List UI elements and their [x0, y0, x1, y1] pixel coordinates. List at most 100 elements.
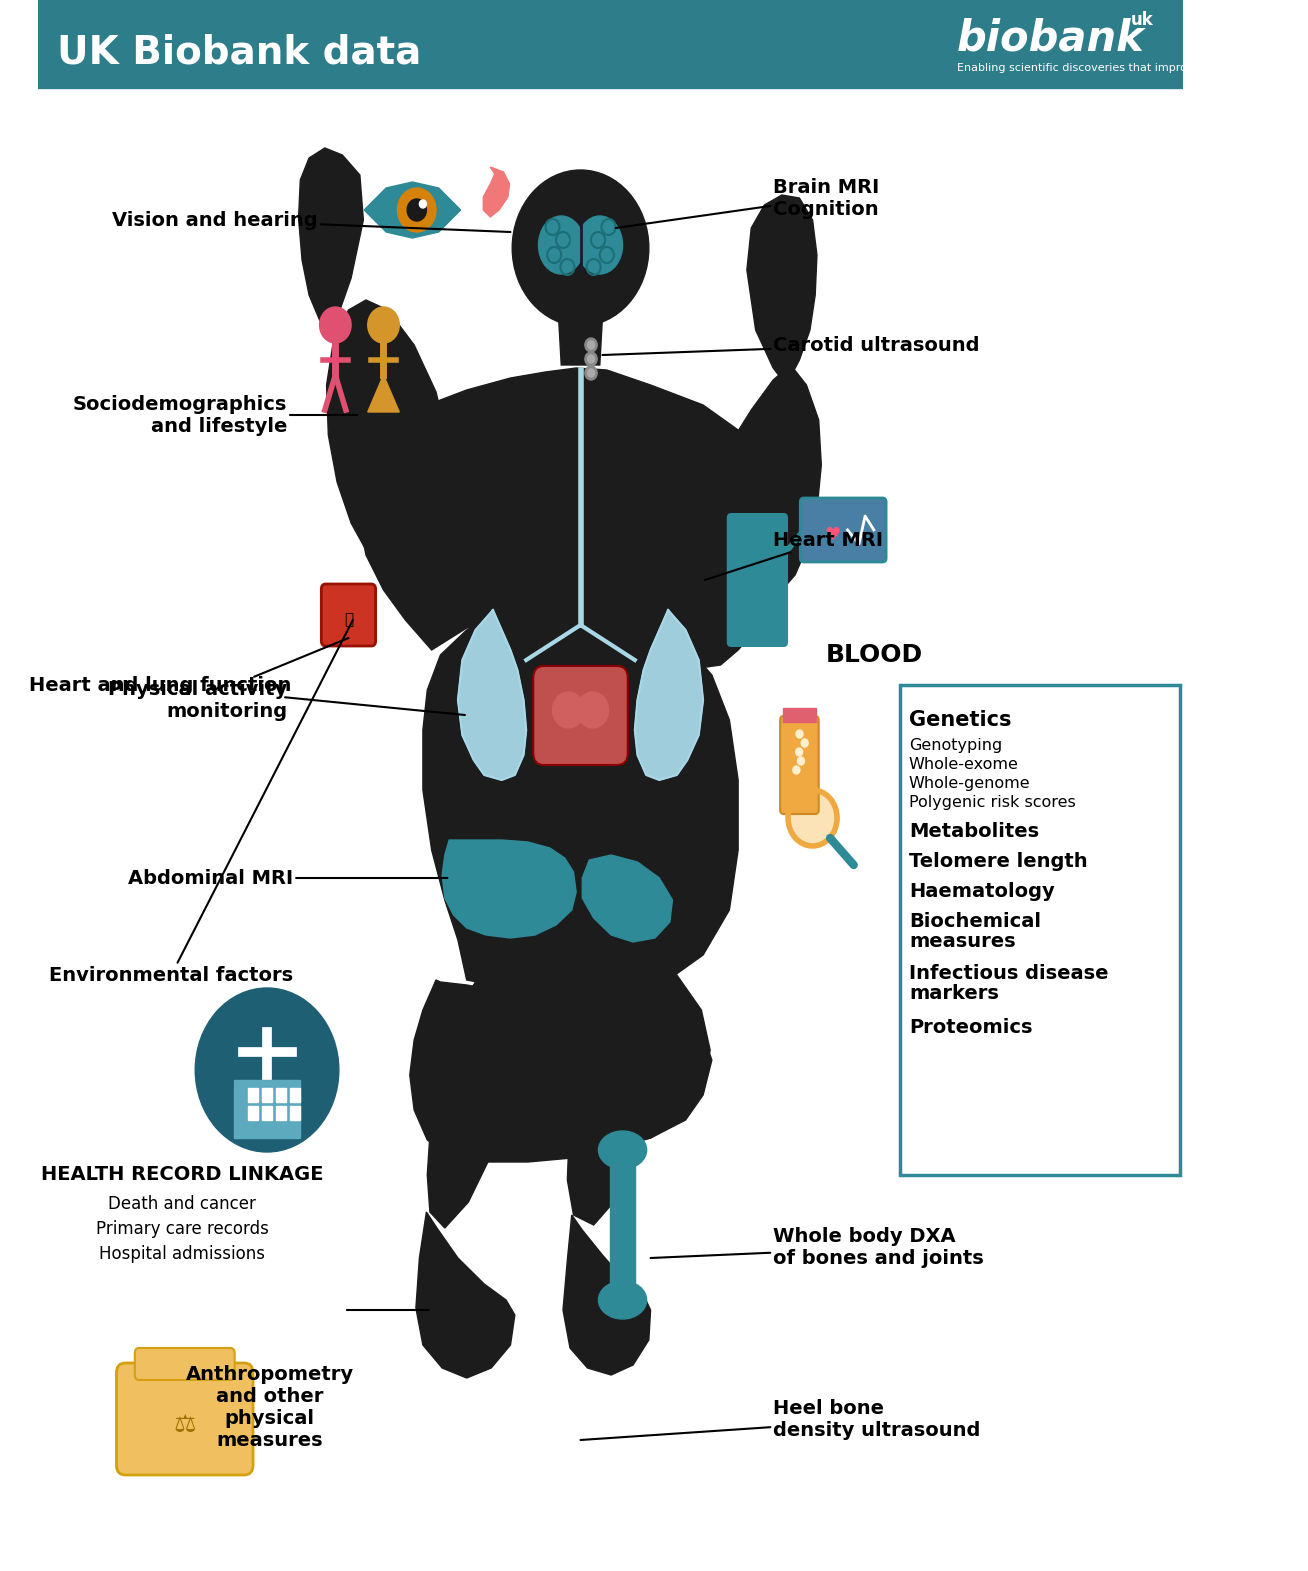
Circle shape: [577, 691, 608, 727]
Ellipse shape: [599, 1131, 646, 1169]
FancyBboxPatch shape: [780, 716, 819, 814]
Polygon shape: [409, 980, 712, 1163]
Polygon shape: [364, 182, 460, 237]
Circle shape: [799, 757, 806, 765]
Bar: [247, 1106, 258, 1120]
Circle shape: [319, 306, 351, 342]
Text: HEALTH RECORD LINKAGE: HEALTH RECORD LINKAGE: [41, 1166, 323, 1185]
Circle shape: [585, 352, 598, 366]
Text: Enabling scientific discoveries that improve human health: Enabling scientific discoveries that imp…: [957, 63, 1282, 72]
Bar: [38, 0, 1182, 88]
Bar: [611, 1159, 634, 1299]
Bar: [262, 1106, 272, 1120]
Text: UK Biobank data: UK Biobank data: [56, 33, 421, 71]
Text: Whole-exome: Whole-exome: [909, 757, 1019, 771]
Polygon shape: [582, 855, 672, 943]
Polygon shape: [570, 960, 710, 1155]
Circle shape: [795, 738, 802, 746]
Text: Whole-genome: Whole-genome: [909, 776, 1031, 792]
Bar: [290, 1089, 301, 1101]
Bar: [290, 1106, 301, 1120]
FancyBboxPatch shape: [135, 1348, 234, 1379]
Circle shape: [407, 200, 426, 222]
FancyBboxPatch shape: [322, 584, 375, 646]
Circle shape: [513, 170, 649, 327]
Polygon shape: [634, 610, 704, 779]
Bar: [276, 1089, 286, 1101]
Text: Whole body DXA
of bones and joints: Whole body DXA of bones and joints: [650, 1227, 984, 1268]
Circle shape: [368, 306, 399, 342]
Text: Abdominal MRI: Abdominal MRI: [128, 869, 447, 888]
Text: Heart MRI: Heart MRI: [705, 531, 883, 580]
Text: Heart and lung function: Heart and lung function: [29, 676, 464, 715]
Bar: [247, 1089, 258, 1101]
Text: markers: markers: [909, 983, 999, 1002]
FancyBboxPatch shape: [534, 666, 628, 765]
Text: biobank: biobank: [957, 17, 1144, 60]
Text: Death and cancer: Death and cancer: [109, 1196, 256, 1213]
Circle shape: [800, 767, 807, 775]
FancyBboxPatch shape: [727, 514, 787, 647]
Text: Metabolites: Metabolites: [909, 822, 1039, 840]
Circle shape: [552, 691, 583, 727]
Text: Biochemical: Biochemical: [909, 913, 1041, 932]
Polygon shape: [368, 375, 399, 412]
Text: Haematology: Haematology: [909, 881, 1054, 902]
Polygon shape: [416, 1211, 515, 1378]
Circle shape: [585, 366, 598, 380]
Text: ⚖: ⚖: [174, 1412, 196, 1437]
Polygon shape: [327, 300, 456, 639]
Text: Hospital admissions: Hospital admissions: [99, 1244, 266, 1263]
Text: Genetics: Genetics: [909, 710, 1011, 731]
Circle shape: [790, 792, 836, 844]
Bar: [900, 685, 1180, 1175]
Bar: [234, 1079, 301, 1137]
Bar: [782, 709, 816, 723]
Polygon shape: [698, 364, 821, 650]
Text: 🏃: 🏃: [344, 613, 353, 627]
Circle shape: [587, 341, 595, 349]
Polygon shape: [562, 1214, 650, 1375]
Ellipse shape: [599, 1280, 646, 1320]
Polygon shape: [484, 167, 510, 217]
Polygon shape: [422, 610, 738, 993]
Text: Brain MRI
Cognition: Brain MRI Cognition: [616, 178, 879, 228]
Circle shape: [799, 748, 806, 756]
Text: Heel bone
density ultrasound: Heel bone density ultrasound: [581, 1400, 981, 1441]
Text: Sociodemographics
and lifestyle: Sociodemographics and lifestyle: [73, 394, 357, 435]
Polygon shape: [357, 368, 790, 669]
Text: uk: uk: [1130, 11, 1154, 28]
Circle shape: [798, 731, 804, 738]
Text: BLOOD: BLOOD: [825, 643, 922, 668]
Polygon shape: [458, 610, 526, 779]
Ellipse shape: [539, 215, 583, 273]
Text: Vision and hearing: Vision and hearing: [112, 211, 510, 233]
Polygon shape: [298, 148, 364, 339]
Text: Physical activity
monitoring: Physical activity monitoring: [109, 638, 348, 721]
Text: ♥: ♥: [824, 526, 841, 544]
FancyBboxPatch shape: [116, 1364, 252, 1475]
Polygon shape: [428, 958, 545, 1229]
Polygon shape: [747, 195, 818, 385]
Text: Anthropometry
and other
physical
measures: Anthropometry and other physical measure…: [186, 1365, 353, 1450]
Text: Carotid ultrasound: Carotid ultrasound: [603, 336, 980, 355]
Circle shape: [398, 189, 436, 233]
Circle shape: [195, 988, 339, 1152]
Text: Polygenic risk scores: Polygenic risk scores: [909, 795, 1075, 811]
Text: measures: measures: [909, 932, 1015, 950]
Polygon shape: [568, 958, 676, 1225]
Circle shape: [420, 200, 426, 207]
Polygon shape: [432, 958, 544, 1163]
Text: Primary care records: Primary care records: [95, 1221, 268, 1238]
Text: Telomere length: Telomere length: [909, 851, 1087, 870]
Ellipse shape: [577, 215, 623, 273]
Circle shape: [587, 355, 595, 363]
Text: Genotyping: Genotyping: [909, 738, 1002, 753]
Text: Proteomics: Proteomics: [909, 1018, 1032, 1037]
Circle shape: [585, 338, 598, 352]
FancyBboxPatch shape: [800, 498, 886, 562]
Polygon shape: [559, 317, 603, 364]
Bar: [276, 1106, 286, 1120]
Bar: [262, 1089, 272, 1101]
Circle shape: [587, 369, 595, 377]
